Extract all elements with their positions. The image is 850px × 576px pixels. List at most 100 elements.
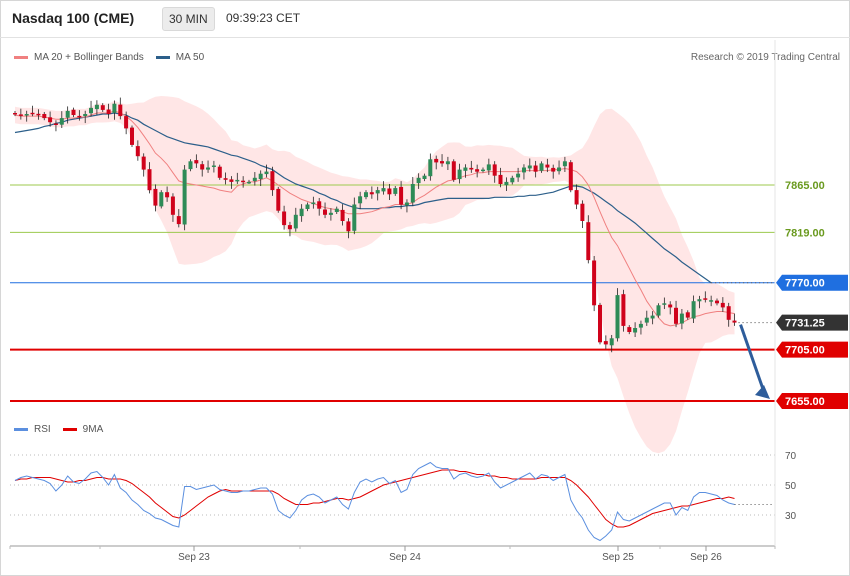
ma20-swatch (14, 56, 28, 59)
candle-body (527, 165, 532, 169)
candle-body (428, 159, 433, 177)
ma9-swatch (62, 428, 77, 431)
candle-body (516, 173, 521, 178)
candle-body (65, 110, 70, 118)
price-tag-support: 7705.00 (776, 341, 848, 358)
candle-body (662, 303, 667, 305)
rsi-axis-tick: 70 (785, 451, 797, 462)
candle-body (469, 167, 474, 170)
candle-body (352, 204, 357, 231)
candle-body (387, 188, 392, 195)
candle-body (48, 117, 53, 123)
candle-body (679, 313, 684, 324)
candle-body (533, 165, 538, 172)
price-tag-last_price: 7731.25 (776, 314, 848, 331)
candle-body (147, 169, 152, 191)
candle-body (89, 107, 93, 114)
candle-body (492, 164, 497, 176)
candle-body (276, 188, 281, 211)
candle-body (83, 114, 88, 117)
candle-body (650, 315, 655, 319)
rsi-axis-tick: 50 (785, 481, 797, 492)
candle-body (223, 178, 228, 180)
price-tag-label: 7705.00 (785, 345, 825, 357)
candle-body (59, 118, 64, 125)
price-tag-bg (776, 393, 848, 409)
forecast-arrow-shaft (739, 324, 766, 393)
candle-body (358, 196, 363, 204)
candle-body (580, 203, 585, 221)
candle-body (451, 161, 456, 180)
candle-body (375, 190, 380, 194)
candle-body (720, 302, 725, 308)
candle-body (211, 165, 216, 167)
candle-body (159, 192, 164, 207)
candle-body (504, 181, 509, 186)
candle-body (510, 177, 515, 183)
candle-body (241, 180, 246, 183)
candle-body (299, 208, 304, 217)
candle-body (539, 163, 544, 171)
candle-body (697, 299, 702, 302)
price-tag-bg (776, 314, 848, 331)
candle-body (369, 192, 374, 195)
candle-body (258, 173, 263, 179)
rsi-axis-tick: 30 (785, 511, 797, 522)
header-divider (0, 37, 850, 38)
candle-body (252, 177, 257, 182)
time-axis-label: Sep 25 (602, 552, 634, 563)
price-tag-label: 7731.25 (785, 318, 825, 330)
candle-body (235, 179, 240, 182)
ma50-line (14, 112, 712, 284)
ma20-legend-label: MA 20 + Bollinger Bands (34, 52, 144, 63)
candle-body (328, 212, 333, 215)
candle-body (598, 304, 602, 343)
candle-body (270, 171, 275, 191)
candle-body (118, 104, 123, 117)
candle-body (141, 156, 146, 170)
price-tag-bg (776, 274, 848, 291)
candle-body (557, 167, 561, 172)
candle-body (404, 202, 409, 206)
price-tag-label: 7770.00 (785, 278, 825, 290)
rsi-swatch (14, 428, 28, 431)
candle-body (229, 179, 234, 182)
candle-body (100, 105, 105, 110)
candle-body (440, 161, 444, 164)
rsi-ma-line (14, 469, 735, 528)
candle-body (217, 166, 222, 178)
candle-body (287, 225, 292, 230)
candle-body (410, 184, 415, 203)
candle-body (674, 307, 678, 324)
candle-body (247, 181, 251, 184)
candle-body (627, 327, 632, 332)
candle-body (18, 114, 23, 116)
price-tag-label: 7819.00 (785, 227, 825, 239)
candle-body (498, 174, 503, 184)
time-axis-label: Sep 26 (690, 552, 722, 563)
timestamp: 09:39:23 CET (226, 11, 301, 25)
candle-body (434, 158, 439, 163)
forecast-arrow-head (755, 385, 770, 399)
candle-body (621, 294, 626, 326)
candle-body (364, 192, 368, 198)
timeframe-selector[interactable]: 30 MIN (162, 7, 215, 31)
candle-body (633, 328, 638, 333)
instrument-title: Nasdaq 100 (CME) (12, 10, 135, 26)
candle-body (165, 192, 170, 198)
candle-body (691, 301, 696, 319)
candle-body (182, 169, 187, 225)
candle-body (30, 112, 35, 115)
rsi-line (14, 461, 735, 542)
candle-body (153, 188, 158, 206)
candle-body (323, 209, 327, 215)
price-tag-support: 7655.00 (776, 393, 848, 409)
time-axis-label: Sep 23 (178, 552, 210, 563)
candle-body (644, 317, 649, 323)
candle-body (311, 202, 316, 205)
candle-body (709, 300, 714, 302)
candle-body (586, 222, 591, 261)
candle-body (130, 127, 134, 145)
candle-body (264, 171, 269, 175)
